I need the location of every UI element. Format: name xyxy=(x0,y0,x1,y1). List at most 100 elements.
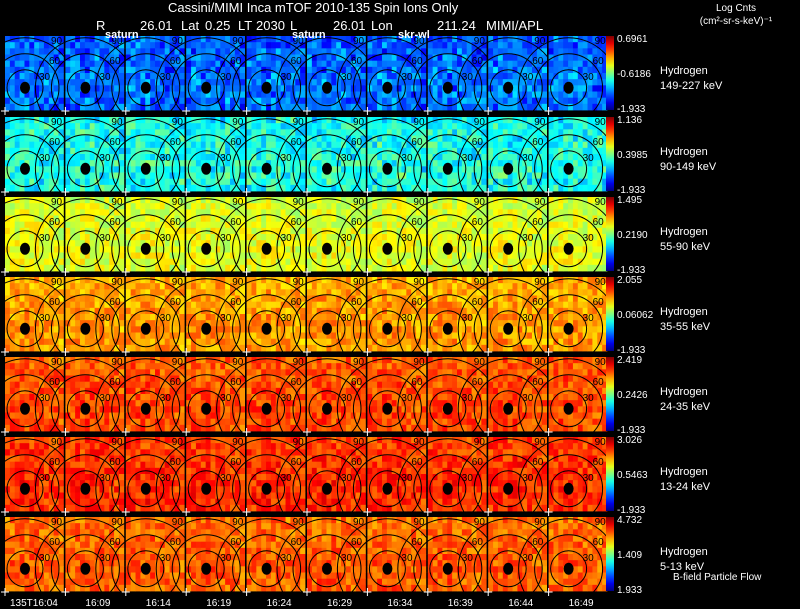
contour-label-60: 60 xyxy=(472,297,484,308)
spin-image-cell: 90 60 30 xyxy=(518,197,620,300)
saturn-marker xyxy=(20,322,30,335)
contour-label-30: 30 xyxy=(401,233,413,244)
contour-label-60: 60 xyxy=(291,137,303,148)
spin-image-cell: 90 60 30 xyxy=(457,277,559,380)
contour-label-30: 30 xyxy=(160,233,172,244)
contour-label-60: 60 xyxy=(593,377,605,388)
contour-label-90: 90 xyxy=(353,36,365,47)
contour-label-30: 30 xyxy=(39,313,51,324)
band-row-7: 90 60 30 90 60 30 90 60 30 90 60 30 90 60 30 90 60 30 90 60… xyxy=(0,517,620,609)
contour-30 xyxy=(66,310,104,348)
contour-label-30: 30 xyxy=(462,72,474,83)
time-tick-label: 16:24 xyxy=(266,598,292,609)
contour-label-90: 90 xyxy=(232,277,244,288)
contour-label-90: 90 xyxy=(111,517,123,528)
time-tick-label: 16:49 xyxy=(568,598,594,609)
contour-30 xyxy=(66,550,104,588)
band-species-label: Hydrogen xyxy=(660,546,708,558)
saturn-marker xyxy=(442,242,453,255)
contour-30 xyxy=(66,390,104,428)
colorbar-6 xyxy=(606,437,614,511)
spin-image-cell: 90 60 30 xyxy=(397,117,499,220)
contour-label-30: 30 xyxy=(583,233,595,244)
saturn-marker xyxy=(140,242,151,255)
contour-label-90: 90 xyxy=(474,117,486,128)
contour-30 xyxy=(550,310,588,348)
colorbar-max-label: 3.026 xyxy=(617,435,643,446)
footer-note: B-field Particle Flow xyxy=(673,572,762,583)
band-species-label: Hydrogen xyxy=(660,146,708,158)
contour-label-30: 30 xyxy=(583,153,595,164)
contour-label-60: 60 xyxy=(109,217,121,228)
band-species-label: Hydrogen xyxy=(660,466,708,478)
contour-label-60: 60 xyxy=(49,537,61,548)
saturn-marker xyxy=(80,482,91,495)
contour-label-90: 90 xyxy=(232,517,244,528)
contour-label-30: 30 xyxy=(462,153,474,164)
contour-label-30: 30 xyxy=(99,393,111,404)
saturn-marker xyxy=(20,402,30,415)
contour-label-30: 30 xyxy=(99,233,111,244)
contour-label-60: 60 xyxy=(593,217,605,228)
contour-30 xyxy=(187,230,225,268)
contour-label-90: 90 xyxy=(293,197,305,208)
contour-label-30: 30 xyxy=(462,393,474,404)
contour-30 xyxy=(489,69,527,107)
contour-label-30: 30 xyxy=(220,393,232,404)
contour-30 xyxy=(429,310,467,348)
contour-label-90: 90 xyxy=(293,437,305,448)
contour-label-60: 60 xyxy=(411,377,423,388)
contour-label-90: 90 xyxy=(293,357,305,368)
saturn-marker xyxy=(442,81,453,94)
colorbar-min-label: -1.933 xyxy=(617,104,646,115)
spin-image-cell: 90 60 30 xyxy=(336,117,438,220)
lon-label: Lon xyxy=(371,18,393,33)
contour-30 xyxy=(127,310,165,348)
contour-label-30: 30 xyxy=(341,153,353,164)
contour-label-90: 90 xyxy=(534,117,546,128)
contour-label-60: 60 xyxy=(230,537,242,548)
spin-image-cell: 90 60 30 xyxy=(397,517,499,609)
contour-label-90: 90 xyxy=(111,437,123,448)
contour-label-60: 60 xyxy=(532,297,544,308)
contour-label-30: 30 xyxy=(341,313,353,324)
colorbar-min-label: -1.933 xyxy=(617,505,646,516)
saturn-marker xyxy=(80,402,91,415)
contour-label-90: 90 xyxy=(413,437,425,448)
contour-label-60: 60 xyxy=(532,56,544,67)
contour-label-90: 90 xyxy=(353,197,365,208)
contour-label-30: 30 xyxy=(522,153,534,164)
saturn-marker xyxy=(140,562,151,575)
contour-label-30: 30 xyxy=(39,153,51,164)
contour-label-30: 30 xyxy=(99,72,111,83)
contour-label-30: 30 xyxy=(401,393,413,404)
saturn-marker xyxy=(442,482,453,495)
band-energy-label: 35-55 keV xyxy=(660,321,711,333)
saturn-marker xyxy=(20,81,30,94)
saturn-marker xyxy=(140,162,151,175)
contour-label-60: 60 xyxy=(170,297,182,308)
spin-image-cell: 90 60 30 xyxy=(518,277,620,380)
contour-label-90: 90 xyxy=(413,197,425,208)
spin-image-cell: 90 60 30 xyxy=(155,197,257,300)
spin-image-cell: 90 60 30 xyxy=(0,36,76,139)
saturn-marker xyxy=(201,242,212,255)
contour-label-30: 30 xyxy=(99,553,111,564)
contour-label-90: 90 xyxy=(474,437,486,448)
contour-30 xyxy=(6,69,44,107)
saturn-marker xyxy=(140,482,151,495)
saturn-marker xyxy=(382,562,393,575)
contour-label-90: 90 xyxy=(595,277,607,288)
contour-label-30: 30 xyxy=(220,553,232,564)
saturn-marker xyxy=(201,402,212,415)
spin-image-cell: 90 60 30 xyxy=(216,517,318,609)
colorbar-mid-label: 1.409 xyxy=(617,550,643,561)
contour-30 xyxy=(127,390,165,428)
colorbar-mid-label: 0.2190 xyxy=(617,230,648,241)
band-row-5: 90 60 30 90 60 30 90 60 30 90 60 30 90 60 30 90 60 30 90 60… xyxy=(0,357,620,460)
contour-30 xyxy=(187,150,225,188)
spin-image-cell: 90 60 30 xyxy=(95,36,197,139)
r-label: R xyxy=(96,18,106,33)
colorbar-min-label: -1.933 xyxy=(617,265,646,276)
